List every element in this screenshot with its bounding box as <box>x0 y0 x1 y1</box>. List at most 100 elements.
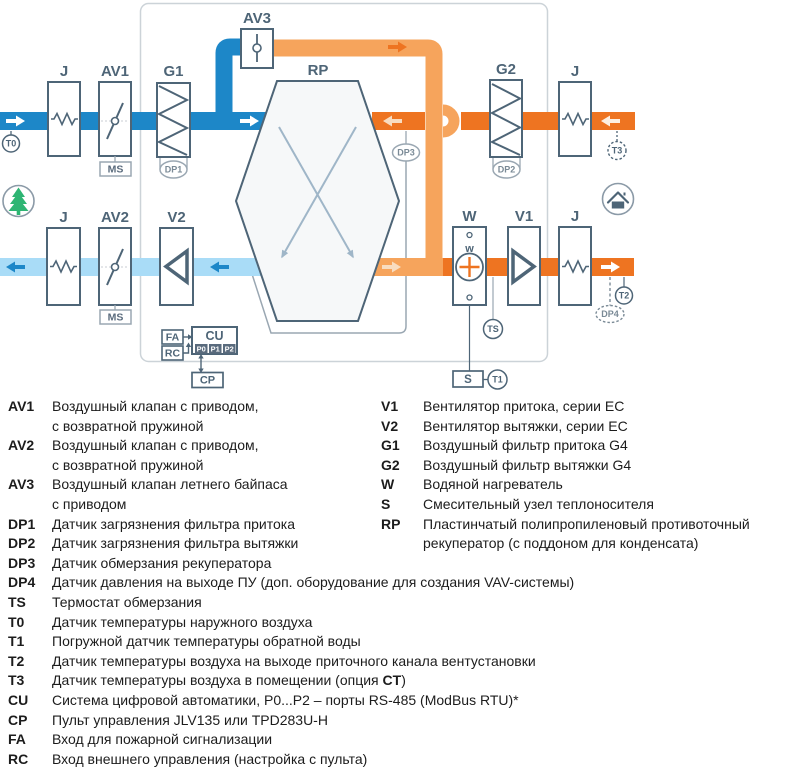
legend-key: DP1 <box>8 515 36 532</box>
legend-row-v1: V1 Вентилятор притока, серии EC <box>381 397 792 417</box>
water-heater-icon: w <box>455 231 484 301</box>
damper-blade-av3-icon <box>252 34 262 62</box>
legend-row-av1: AV1 Воздушный клапан с приводом, с возвра… <box>8 397 792 436</box>
legend-description: Вентилятор притока, серии EC <box>423 398 625 414</box>
legend-row-dp3: DP3 Датчик обмерзания рекуператора <box>8 554 792 574</box>
arrow-exhaust-from-rp <box>210 261 229 273</box>
control-unit-cluster: FA RC CU P0 P1 P2 CP <box>161 326 238 389</box>
legend-row-g2: G2 Воздушный фильтр вытяжки G4 <box>381 456 792 476</box>
legend-key: AV1 <box>8 398 35 414</box>
legend-description: Пульт управления JLV135 или TPD283U-H <box>52 711 328 728</box>
unit-casing <box>139 2 549 363</box>
duct-bypass-crossover-arc <box>442 104 460 138</box>
legend-key: FA <box>8 731 26 748</box>
cu-label: CU <box>205 329 223 343</box>
duct-bypass-riser <box>215 38 242 121</box>
component-labels: J AV1 G1 AV3 RP G2 J J AV2 V2 W V1 J <box>59 10 579 226</box>
legend-row-rc: RC Вход внешнего управления (настройка с … <box>8 750 792 770</box>
port-p1 <box>209 344 222 354</box>
legend-row-t1: T1 Погружной датчик температуры обратной … <box>8 632 792 652</box>
damper-blade-av2-icon <box>101 248 129 286</box>
outdoor-tree-icon <box>2 184 35 218</box>
legend-key: DP3 <box>8 554 36 571</box>
legend-row-s: S Смесительный узел теплоносителя <box>381 495 792 515</box>
sensors: MS MS DP1 DP2 DP3 T0 T3 TS S T1 T2 DP <box>1 131 634 390</box>
rp-flow-arrow-1 <box>281 126 357 259</box>
legend-row-v2: V2 Вентилятор вытяжки, серии EC <box>381 417 792 437</box>
legend-description: Погружной датчик температуры обратной во… <box>52 633 361 650</box>
sensor-dp2-label: DP2 <box>498 165 516 175</box>
legend-description: Вход внешнего управления (настройка с пу… <box>52 750 368 767</box>
label-g1: G1 <box>163 63 183 80</box>
legend-description: Датчик загрязнения фильтра притока <box>52 515 296 532</box>
legend-description: Пластинчатый полипропиленовый противоточ… <box>423 515 750 552</box>
legend-key: V1 <box>381 398 399 414</box>
flow-arrows <box>6 41 620 273</box>
sensor-dp4-label: DP4 <box>601 309 619 319</box>
label-g2: G2 <box>496 61 516 78</box>
legend-row-dp2: DP2 Датчик загрязнения фильтра вытяжки <box>8 534 792 554</box>
label-j: J <box>59 209 67 226</box>
sensor-dp1-label: DP1 <box>165 165 183 175</box>
fa-label: FA <box>166 332 180 344</box>
arrow-supply-to-room <box>601 261 620 273</box>
legend-row-dp4: DP4 Датчик давления на выходе ПУ (доп. об… <box>8 573 792 593</box>
legend-description: Датчик температуры наружного воздуха <box>52 613 313 630</box>
arrow-supply-into-rp <box>240 115 259 127</box>
arrow-bypass-right <box>388 41 407 53</box>
dp3-pan-line <box>251 161 407 334</box>
legend-description: Датчик температуры воздуха в помещении (… <box>52 672 406 689</box>
label-v2: V2 <box>167 209 185 226</box>
duct-bypass <box>272 39 443 276</box>
fire-alarm-fa-box <box>161 329 184 345</box>
legend-description: Водяной нагреватель <box>423 476 563 493</box>
legend-description: Воздушный клапан с приводом, с возвратно… <box>52 398 259 434</box>
sensor-t0-label: T0 <box>6 139 17 149</box>
legend-row-t0: T0 Датчик температуры наружного воздуха <box>8 613 792 633</box>
port-p2 <box>223 344 236 354</box>
control-panel-cp-box <box>191 371 224 389</box>
legend-key: G1 <box>381 437 400 454</box>
actuator-ms-box <box>99 309 132 325</box>
legend-row-t3: T3 Датчик температуры воздуха в помещении… <box>8 671 792 691</box>
legend-row-ts: TS Термостат обмерзания <box>8 593 792 613</box>
legend-key: CP <box>8 711 28 728</box>
legend-right-column: V1 Вентилятор притока, серии EC V2 Вентилят… <box>381 397 792 554</box>
legend-key: V2 <box>381 417 399 434</box>
legend-row-fa: FA Вход для пожарной сигнализации <box>8 730 792 750</box>
legend-key: T3 <box>8 672 25 689</box>
actuator-ms-box <box>99 161 132 177</box>
fan-v1-triangle-icon <box>511 247 537 286</box>
legend-row-av3: AV3 Воздушный клапан летнего байпаса с пр… <box>8 475 792 514</box>
sensor-t2-label: T2 <box>619 291 630 301</box>
legend-key: AV2 <box>8 437 35 454</box>
label-av3: AV3 <box>243 10 271 27</box>
legend-key: W <box>381 476 395 493</box>
component-symbols: w <box>50 34 589 301</box>
sensor-dp2 <box>492 160 521 179</box>
port-p1-label: P1 <box>211 344 220 353</box>
legend-description: Датчик загрязнения фильтра вытяжки <box>52 535 299 552</box>
indoor-house-icon <box>601 182 635 216</box>
legend-description: Смесительный узел теплоносителя <box>423 495 654 512</box>
legend-row-w: W Водяной нагреватель <box>381 475 792 495</box>
remote-control-rc-box <box>161 345 184 361</box>
recuperator-rp <box>234 80 401 322</box>
ahu-schematic: w J AV1 G1 AV3 RP G2 J J AV2 V2 W V1 J M… <box>0 2 635 390</box>
sensor-t1-label: T1 <box>492 375 503 385</box>
legend-key: DP2 <box>8 535 36 552</box>
label-j: J <box>571 63 579 80</box>
legend-description: Датчик обмерзания рекуператора <box>52 554 272 571</box>
label-j: J <box>60 63 68 80</box>
sensor-ts-label: TS <box>487 324 499 334</box>
legend-description: Датчик температуры воздуха на выходе при… <box>52 652 536 669</box>
label-w: W <box>462 208 477 225</box>
port-p0-label: P0 <box>197 344 206 353</box>
label-v1: V1 <box>515 208 533 225</box>
legend-key: RP <box>381 515 401 532</box>
flex-symbol-icon <box>562 259 589 274</box>
legend-description: Воздушный клапан с приводом, с возвратно… <box>52 437 259 473</box>
flex-symbol-icon <box>51 111 78 127</box>
sensor-dp3-label: DP3 <box>397 148 415 158</box>
